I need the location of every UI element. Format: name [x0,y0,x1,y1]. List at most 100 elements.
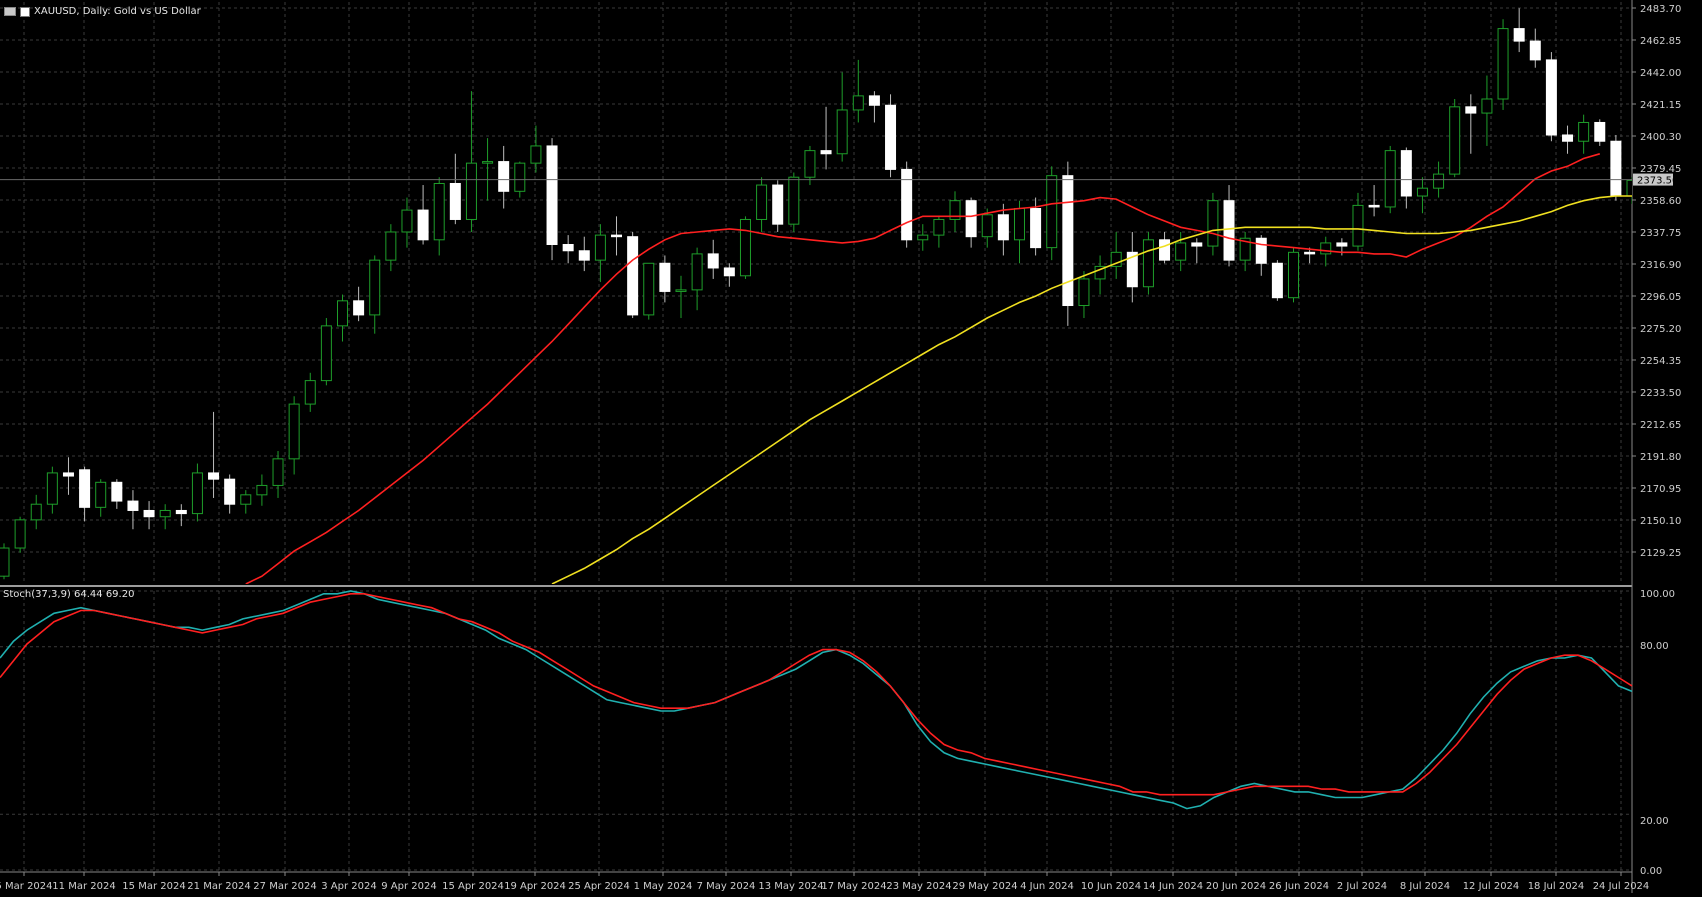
candle-bear [175,509,187,515]
candle-bull [852,95,864,111]
candle-bull [304,380,316,405]
candle-mode-icon[interactable] [20,6,30,17]
candle-bear [546,145,558,245]
price-tick-label: 2296.05 [1640,292,1681,303]
date-label: 7 May 2024 [697,881,756,892]
candle-bear [1159,239,1171,261]
candle-bear [353,300,365,316]
candle-bull [1142,239,1154,288]
candle-bull [1046,175,1058,249]
candle-bull [514,162,526,192]
date-label: 21 Mar 2024 [187,881,250,892]
candle-bear [1271,262,1283,299]
stoch-tick-label: 0.00 [1640,866,1662,877]
date-label: 19 Apr 2024 [504,881,566,892]
date-label: 1 May 2024 [634,881,693,892]
price-tick-label: 2358.60 [1640,196,1681,207]
candle-bull [159,509,171,518]
candle-bull [1175,242,1187,261]
stoch-tick-label: 20.00 [1640,816,1669,827]
candle-bull [95,481,107,508]
price-tick-label: 2129.25 [1640,548,1681,559]
candle-bear [707,253,719,269]
candle-bear [965,200,977,238]
candle-bull [1626,179,1632,197]
candle-bull [1110,251,1122,267]
price-tick-label: 2170.95 [1640,484,1681,495]
candle-bull [949,200,961,220]
date-label: 14 Jun 2024 [1143,881,1203,892]
candle-bull [836,109,848,155]
candles-group [0,8,1632,584]
date-label: 3 Apr 2024 [321,881,376,892]
candle-bull [369,259,381,316]
candle-bull [1207,200,1219,247]
candle-bull [756,184,768,220]
stoch-signal-line [0,592,1633,796]
candle-bull [981,214,993,238]
candle-bull [240,494,252,505]
candle-bear [498,161,510,192]
candle-bear [1223,200,1235,261]
candle-bull [256,484,268,496]
price-tick-label: 2483.70 [1640,4,1681,15]
candle-bull [1481,98,1493,114]
price-tick-label: 2379.45 [1640,164,1681,175]
candle-bull [1416,187,1428,197]
candle-bear [885,104,897,170]
candle-bear [62,472,74,477]
candle-bear [208,472,220,480]
candle-bull [643,262,655,316]
candle-bear [1400,150,1412,197]
candle-bull [804,150,816,178]
candle-bear [1062,175,1074,307]
candle-bull [272,458,284,486]
candle-bull [1078,278,1090,307]
date-label: 8 Jul 2024 [1400,881,1450,892]
date-label: 26 Jun 2024 [1269,881,1329,892]
date-label: 20 Jun 2024 [1206,881,1266,892]
date-label: 12 Jul 2024 [1463,881,1520,892]
stoch-tick-label: 100.00 [1640,589,1675,600]
price-tick-label: 2275.20 [1640,324,1681,335]
candle-bull [320,325,332,382]
price-tick-label: 2233.50 [1640,388,1681,399]
candle-bull [1578,121,1590,142]
candle-bull [788,176,800,225]
candle-bear [417,209,429,241]
candle-bear [723,267,735,277]
price-tick-label: 2462.85 [1640,36,1681,47]
candle-bear [611,234,623,238]
candle-bull [30,503,42,521]
candle-bear [901,168,913,241]
candle-bear [79,469,91,508]
date-label: 17 May 2024 [821,881,886,892]
candle-bull [14,519,26,549]
date-label: 2 Jul 2024 [1337,881,1387,892]
date-label: 9 Apr 2024 [381,881,436,892]
candle-bear [1255,237,1267,264]
candle-bear [1368,204,1380,208]
ma-slow-line [551,195,1632,584]
candle-bull [0,547,10,577]
price-tick-label: 2191.80 [1640,452,1681,463]
candle-bull [385,231,397,261]
candle-bull [691,253,703,291]
candle-bear [143,509,155,518]
candle-bear [1610,140,1622,197]
price-tick-label: 2421.15 [1640,100,1681,111]
chart-window-icon[interactable] [4,7,16,16]
candle-bear [449,182,461,220]
price-tick-label: 2442.00 [1640,68,1681,79]
current-price-tag [1633,173,1673,186]
ma-fast-line [245,153,1601,584]
price-tick-label: 2212.65 [1640,420,1681,431]
candle-bear [1336,242,1348,247]
candle-bear [578,250,590,261]
candle-bull [191,472,203,515]
candle-bear [1562,134,1574,142]
date-label: 25 Apr 2024 [568,881,630,892]
candle-bear [659,262,671,292]
